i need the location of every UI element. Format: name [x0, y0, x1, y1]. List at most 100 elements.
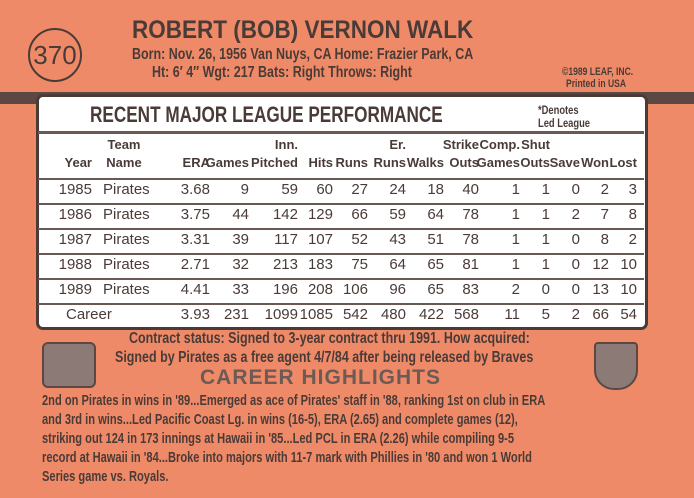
- table-cell: 142: [272, 206, 298, 223]
- table-cell: 0: [571, 256, 580, 273]
- table-cell: 0: [571, 231, 580, 248]
- table-cell: 83: [462, 281, 479, 298]
- table-cell: 64: [427, 206, 444, 223]
- highlight-line: record at Hawaii in '84...Broke into maj…: [42, 449, 532, 466]
- table-cell: Pirates: [103, 256, 150, 273]
- table-cell: 78: [462, 231, 479, 248]
- table-cell: 59: [281, 181, 298, 198]
- table-cell: 422: [418, 306, 444, 323]
- table-cell: 3.93: [180, 306, 210, 323]
- table-cell: 11: [504, 306, 520, 323]
- led-league-note-1: *Denotes: [538, 103, 579, 117]
- header-line2: Games: [476, 155, 520, 170]
- header-line2: Games: [205, 155, 249, 170]
- table-cell: 52: [351, 231, 368, 248]
- table-cell: 44: [232, 206, 249, 223]
- table-cell: 65: [427, 281, 444, 298]
- printed-in: Printed in USA: [566, 78, 627, 90]
- table-cell: Pirates: [103, 281, 150, 298]
- table-cell: 1: [511, 256, 520, 273]
- row-divider: [38, 203, 644, 205]
- table-cell: 183: [307, 256, 333, 273]
- header-line2: ERA: [182, 155, 210, 170]
- header-line2: Hits: [308, 155, 333, 170]
- header-line2: Name: [106, 155, 142, 170]
- table-cell: 66: [351, 206, 368, 223]
- table-cell: 33: [232, 281, 249, 298]
- table-cell: 66: [592, 306, 609, 323]
- table-cell: 1: [541, 206, 550, 223]
- table-cell: 1989: [58, 281, 92, 298]
- table-cell: 10: [620, 256, 637, 273]
- header-line1: Strike: [442, 137, 479, 152]
- copyright: ©1989 LEAF, INC.: [562, 66, 634, 78]
- header-line2: Won: [581, 155, 609, 170]
- table-cell: 1986: [58, 206, 92, 223]
- table-cell: 27: [351, 181, 368, 198]
- table-cell: 2: [600, 181, 609, 198]
- table-cell: 24: [389, 181, 406, 198]
- table-cell: 2: [571, 306, 580, 323]
- table-cell: 0: [571, 181, 580, 198]
- table-cell: 18: [427, 181, 444, 198]
- table-cell: 3.75: [180, 206, 210, 223]
- header-line2: Runs: [373, 155, 407, 170]
- table-cell: 8: [600, 231, 609, 248]
- table-cell: Pirates: [103, 231, 150, 248]
- header-line2: Outs: [449, 155, 479, 170]
- table-cell: 2: [628, 231, 637, 248]
- table-cell: 54: [620, 306, 637, 323]
- header-line2: Year: [64, 155, 92, 170]
- table-cell: 1987: [58, 231, 92, 248]
- stats-title: RECENT MAJOR LEAGUE PERFORMANCE: [90, 102, 443, 127]
- header-line1: Shut: [521, 137, 550, 152]
- table-cell: 3: [628, 181, 637, 198]
- table-cell: 2: [511, 281, 520, 298]
- table-cell: 43: [389, 231, 406, 248]
- mlb-logo-right: [594, 342, 638, 390]
- header-line1: Comp.: [479, 137, 520, 152]
- mlb-batter-logo-left: [42, 342, 96, 388]
- highlight-line: and 3rd in wins...Led Pacific Coast Lg. …: [42, 411, 518, 428]
- table-cell: 1: [541, 231, 550, 248]
- table-cell: 0: [571, 281, 580, 298]
- table-cell: Pirates: [103, 181, 150, 198]
- table-cell: 13: [592, 281, 609, 298]
- table-cell: 213: [272, 256, 298, 273]
- bio-line-2: Ht: 6′ 4″ Wgt: 217 Bats: Right Throws: R…: [152, 64, 412, 81]
- table-cell: 40: [462, 181, 479, 198]
- table-cell: 65: [427, 256, 444, 273]
- card-number: 370: [33, 40, 77, 70]
- table-cell: Pirates: [103, 206, 150, 223]
- table-cell: 96: [389, 281, 406, 298]
- row-divider: [38, 303, 644, 305]
- table-cell: 1: [511, 231, 520, 248]
- table-cell: 32: [232, 256, 249, 273]
- header-line1: Team: [107, 137, 141, 152]
- table-cell: 107: [307, 231, 333, 248]
- table-cell: 5: [541, 306, 550, 323]
- table-cell: 1: [511, 206, 520, 223]
- table-cell: 1: [541, 256, 550, 273]
- table-cell: 1988: [58, 256, 92, 273]
- highlights-title: CAREER HIGHLIGHTS: [200, 366, 442, 389]
- header-line1: Inn.: [274, 137, 298, 152]
- table-cell: 75: [351, 256, 368, 273]
- table-cell: 106: [342, 281, 368, 298]
- table-cell: 480: [380, 306, 406, 323]
- table-cell: 1985: [58, 181, 92, 198]
- table-cell: 51: [427, 231, 444, 248]
- table-cell: 568: [453, 306, 479, 323]
- table-cell: 129: [307, 206, 333, 223]
- header-line2: Runs: [335, 155, 369, 170]
- table-cell: 59: [389, 206, 406, 223]
- table-cell: 8: [628, 206, 637, 223]
- table-cell: 231: [223, 306, 249, 323]
- row-divider: [38, 278, 644, 280]
- table-cell: 1085: [299, 306, 333, 323]
- header-line2: Lost: [609, 155, 637, 170]
- table-cell: 64: [389, 256, 406, 273]
- table-cell: 10: [620, 281, 637, 298]
- contract-line-1: Contract status: Signed to 3-year contra…: [129, 330, 530, 347]
- table-cell: 2.71: [180, 256, 210, 273]
